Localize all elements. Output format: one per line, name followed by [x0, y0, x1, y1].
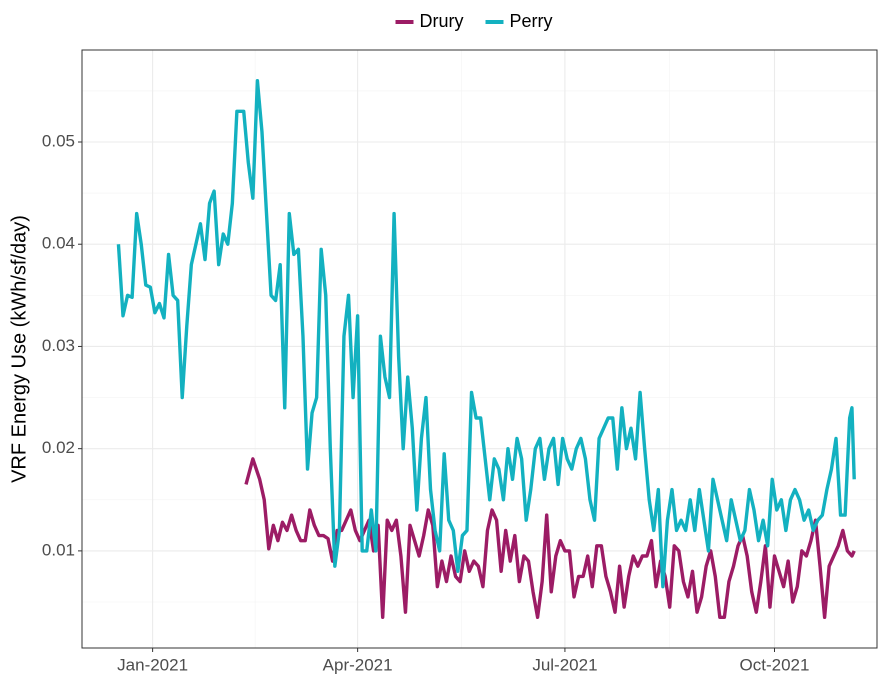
plot-border — [81, 49, 878, 649]
y-tick-label: 0.04 — [42, 234, 75, 253]
y-tick-label: 0.03 — [42, 336, 75, 355]
x-tick-label: Apr-2021 — [323, 655, 393, 674]
legend-label: Drury — [420, 11, 464, 31]
x-tick-label: Jan-2021 — [117, 655, 188, 674]
legend-label: Perry — [510, 11, 553, 31]
y-tick-label: 0.01 — [42, 540, 75, 559]
x-tick-label: Jul-2021 — [532, 655, 597, 674]
y-axis-title: VRF Energy Use (kWh/sf/day) — [8, 215, 30, 483]
x-tick-label: Oct-2021 — [740, 655, 810, 674]
y-tick-label: 0.05 — [42, 131, 75, 150]
data-line — [116, 78, 856, 589]
data-line — [244, 457, 856, 620]
y-tick-label: 0.02 — [42, 438, 75, 457]
